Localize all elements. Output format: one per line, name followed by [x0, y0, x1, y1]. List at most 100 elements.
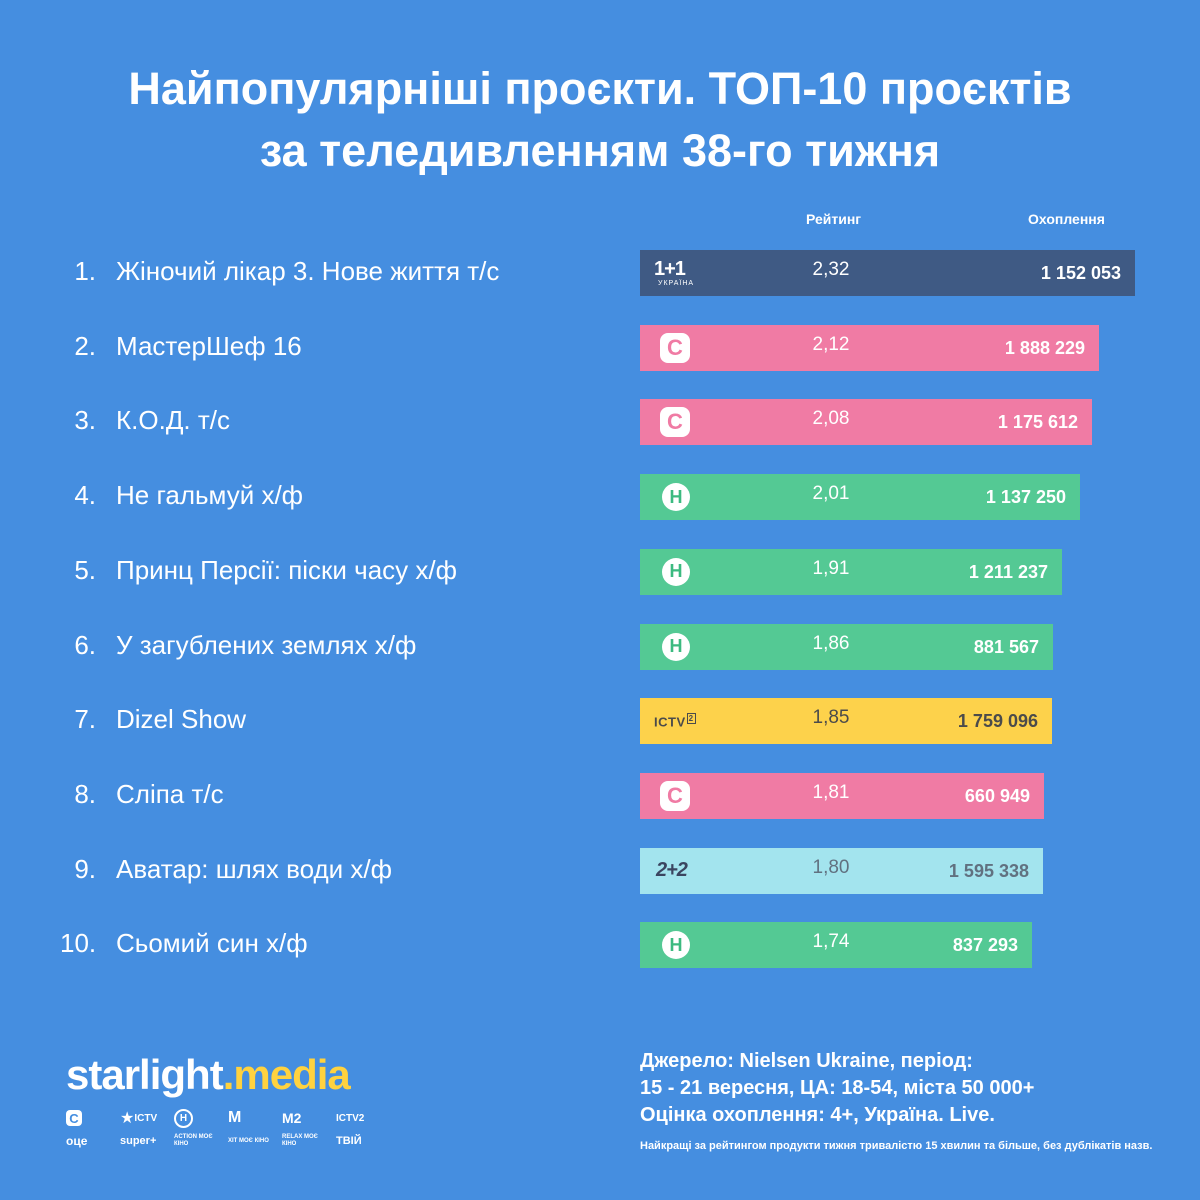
novyi-logo-icon: Н — [662, 931, 690, 960]
rating-bar: ICTV 2 1,85 1 759 096 — [640, 698, 1052, 745]
rating-value: 1,81 — [812, 781, 850, 803]
stb-logo-mark: С — [66, 1110, 82, 1126]
rating-value: 1,85 — [812, 707, 850, 729]
program-name: К.О.Д. т/с — [116, 405, 231, 436]
program-name: Аватар: шлях води х/ф — [116, 853, 393, 884]
starlight-media-logo: starlight.media — [66, 1051, 351, 1099]
row-rank: 9. — [74, 853, 96, 884]
reach-value: 660 949 — [964, 785, 1030, 806]
rating-bar: Н 1,74 837 293 — [640, 922, 1032, 969]
rating-value: 2,32 — [812, 259, 850, 280]
reach-value: 881 567 — [973, 636, 1039, 657]
oneplusone-logo-sub: УКРАЇНА — [658, 280, 695, 287]
novyi-logo-mark: Н — [174, 1108, 193, 1128]
title-line-2: за теледивленням 38-го тижня — [259, 125, 941, 176]
program-name: Сліпа т/с — [116, 778, 224, 809]
channel-logo-novyi: Н — [662, 624, 690, 670]
rating-bar: 1+1 УКРАЇНА 2,32 1 152 053 — [640, 250, 1135, 296]
row-rank: 6. — [74, 629, 96, 660]
brand-part-2: media — [233, 1051, 350, 1098]
reach-value: 1 888 229 — [1004, 337, 1085, 358]
program-name: Принц Персії: піски часу х/ф — [116, 554, 458, 585]
novyi-logo-icon: Н — [662, 557, 690, 586]
ictv-logo-icon: ★ ICTV — [120, 1108, 174, 1128]
source-line-1: Джерело: Nielsen Ukraine, період: — [640, 1050, 973, 1072]
program-name: Не гальмуй х/ф — [116, 480, 304, 511]
channel-logo-twoplustwo: 2+2 — [656, 848, 688, 894]
reach-value: 1 175 612 — [997, 412, 1078, 433]
program-name: Dizel Show — [116, 704, 247, 735]
tviy-logo-text: ТВІЙ — [336, 1135, 362, 1147]
rating-column-header: Рейтинг — [806, 211, 862, 227]
brand-part-1: starlight — [66, 1051, 224, 1098]
rating-value: 1,91 — [812, 557, 850, 579]
stb-logo-icon: С — [66, 1108, 120, 1128]
reach-value: 1 137 250 — [985, 487, 1066, 508]
ictv2-small-logo-icon: ICTV2 — [336, 1108, 390, 1128]
m2-logo-text: М2 — [282, 1110, 302, 1126]
program-name: МастерШеф 16 — [116, 330, 302, 361]
row-rank: 5. — [74, 554, 96, 585]
row-rank: 2. — [74, 330, 96, 361]
reach-value: 1 759 096 — [957, 711, 1038, 732]
hit-moe-kino-logo-text: ХІТ МОЄ КІНО — [228, 1137, 269, 1144]
ictv2-logo-text: ICTV — [654, 713, 686, 729]
program-name: Сьомий син х/ф — [116, 928, 308, 959]
oce-logo-text: оце — [66, 1134, 88, 1148]
row-rank: 1. — [74, 256, 96, 286]
super-plus-logo-text: super+ — [120, 1135, 157, 1147]
ictv-logo-text: ICTV — [134, 1112, 158, 1124]
rating-value: 2,12 — [812, 333, 850, 355]
relax-moe-kino-logo-icon: RELAX МОЄ КІНО — [282, 1134, 336, 1148]
row-rank: 10. — [60, 928, 97, 959]
channel-logo-novyi: Н — [662, 922, 690, 968]
rating-value: 1,80 — [812, 856, 850, 878]
reach-column-header: Охоплення — [1028, 211, 1105, 227]
channel-logo-ictv2: ICTV 2 — [654, 698, 696, 744]
action-moe-kino-logo-icon: ACTION МОЄ КІНО — [174, 1134, 228, 1148]
relax-moe-kino-logo-text: RELAX МОЄ КІНО — [282, 1134, 318, 1147]
row-rank: 8. — [74, 778, 96, 809]
ictv-star-icon: ★ — [120, 1110, 135, 1127]
program-name: Жіночий лікар 3. Нове життя т/с — [116, 256, 500, 286]
m2-logo-icon: М2 — [282, 1108, 336, 1128]
channel-logos-row-2: оце super+ ACTION МОЄ КІНО ХІТ МОЄ КІНО … — [66, 1134, 390, 1148]
row-rank: 7. — [74, 704, 96, 735]
novyi-logo-icon: Н — [662, 483, 690, 512]
footnote: Найкращі за рейтингом продукти тижня три… — [640, 1140, 1153, 1152]
rating-value: 1,86 — [812, 632, 850, 654]
rating-value: 2,08 — [812, 408, 850, 430]
row-rank: 3. — [74, 405, 96, 436]
novyi-logo-icon: Н — [662, 632, 690, 661]
oce-logo-icon: оце — [66, 1134, 120, 1148]
channel-logo-stb: С — [660, 773, 690, 819]
action-moe-kino-logo-text: ACTION МОЄ КІНО — [174, 1134, 213, 1147]
channel-logo-novyi: Н — [662, 549, 690, 595]
ictv2-logo-icon: ICTV 2 — [654, 712, 696, 729]
page-title: Найпопулярніші проєкти. ТОП-10 проєктів … — [0, 58, 1200, 182]
reach-value: 1 152 053 — [1040, 263, 1121, 283]
channel-logo-stb: С — [660, 399, 690, 445]
rating-bar: Н 1,86 881 567 — [640, 623, 1053, 670]
brand-dot: . — [222, 1051, 235, 1098]
channel-logos-row-1: С ★ ICTV Н М М2 ICTV2 — [66, 1108, 390, 1128]
rating-bar: Н 1,91 1 211 237 — [640, 548, 1062, 595]
source-info: Джерело: Nielsen Ukraine, період: 15 - 2… — [640, 1048, 1034, 1129]
channel-logo-oneplusone: 1+1 УКРАЇНА — [654, 250, 694, 296]
reach-value: 1 595 338 — [948, 860, 1029, 881]
m-logo-text: М — [228, 1109, 242, 1126]
rating-bar: Н 2,01 1 137 250 — [640, 474, 1080, 521]
stb-logo-icon: С — [660, 332, 690, 363]
stb-logo-icon: С — [660, 780, 690, 811]
source-line-2: 15 - 21 вересня, ЦА: 18-54, міста 50 000… — [640, 1077, 1035, 1099]
novyi-logo-icon: Н — [174, 1108, 228, 1128]
rating-bar: С 2,08 1 175 612 — [640, 399, 1092, 446]
twoplustwo-logo-icon: 2+2 — [656, 859, 688, 882]
row-rank: 4. — [74, 480, 96, 511]
title-line-1: Найпопулярніші проєкти. ТОП-10 проєктів — [128, 63, 1072, 114]
oneplusone-logo-text: 1+1 — [654, 258, 686, 280]
source-line-3: Оцінка охоплення: 4+, Україна. Live. — [640, 1104, 995, 1126]
program-name: У загублених землях х/ф — [116, 629, 417, 660]
rating-bar: С 1,81 660 949 — [640, 772, 1044, 819]
m-logo-icon: М — [228, 1108, 282, 1128]
